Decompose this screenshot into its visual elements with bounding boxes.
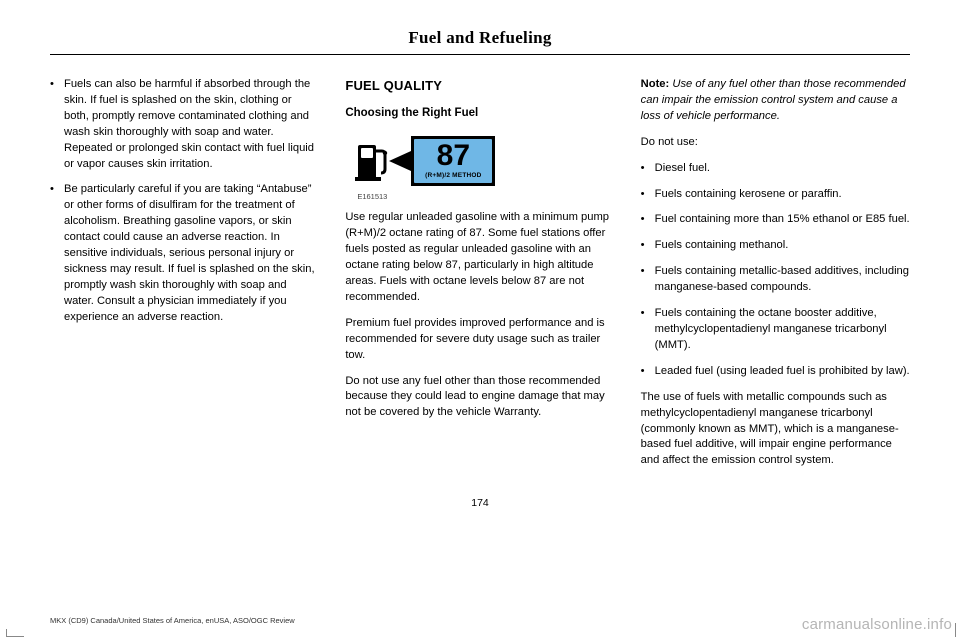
bullet-icon: [641, 238, 655, 254]
crop-mark-right: [953, 623, 956, 637]
list-text: Fuels can also be harmful if absorbed th…: [64, 77, 319, 172]
note-label: Note:: [641, 78, 670, 90]
bullet-icon: [641, 306, 655, 354]
header-title: Fuel and Refueling: [408, 28, 551, 47]
paragraph: Premium fuel provides improved performan…: [345, 316, 614, 364]
paragraph: Use regular unleaded gasoline with a min…: [345, 210, 614, 305]
content-columns: Fuels can also be harmful if absorbed th…: [50, 77, 910, 479]
column-2: FUEL QUALITY Choosing the Right Fuel 87 …: [345, 77, 614, 479]
bullet-icon: [641, 364, 655, 380]
column-1: Fuels can also be harmful if absorbed th…: [50, 77, 319, 479]
section-heading: FUEL QUALITY: [345, 77, 614, 95]
bullet-icon: [641, 212, 655, 228]
note-text: Use of any fuel other than those recomme…: [641, 78, 906, 122]
watermark: carmanualsonline.info: [802, 616, 952, 633]
bullet-icon: [50, 77, 64, 172]
footer-left: MKX (CD9) Canada/United States of Americ…: [50, 616, 295, 625]
pointer-icon: [389, 151, 411, 171]
figure-row: 87 (R+M)/2 METHOD: [355, 136, 614, 186]
bullet-icon: [641, 264, 655, 296]
do-not-intro: Do not use:: [641, 135, 910, 151]
bullet-icon: [641, 161, 655, 177]
list-item: Fuels containing kerosene or paraffin.: [641, 187, 910, 203]
list-text: Fuels containing methanol.: [655, 238, 910, 254]
bullet-icon: [641, 187, 655, 203]
octane-plaque: 87 (R+M)/2 METHOD: [411, 136, 495, 186]
octane-number: 87: [437, 141, 470, 171]
list-text: Diesel fuel.: [655, 161, 910, 177]
figure-code: E161513: [357, 192, 614, 203]
bullet-icon: [50, 182, 64, 325]
list-text: Fuels containing kerosene or paraffin.: [655, 187, 910, 203]
paragraph: Do not use any fuel other than those rec…: [345, 374, 614, 422]
closing-paragraph: The use of fuels with metallic compounds…: [641, 390, 910, 470]
list-text: Fuels containing metallic-based additive…: [655, 264, 910, 296]
list-text: Be particularly careful if you are takin…: [64, 182, 319, 325]
octane-method: (R+M)/2 METHOD: [425, 171, 481, 180]
list-text: Fuel containing more than 15% ethanol or…: [655, 212, 910, 228]
list-text: Fuels containing the octane booster addi…: [655, 306, 910, 354]
list-item: Fuel containing more than 15% ethanol or…: [641, 212, 910, 228]
octane-figure: 87 (R+M)/2 METHOD E161513: [355, 136, 614, 203]
fuel-pump-icon: [355, 139, 391, 183]
list-item: Fuels containing methanol.: [641, 238, 910, 254]
col1-list: Fuels can also be harmful if absorbed th…: [50, 77, 319, 326]
list-item: Be particularly careful if you are takin…: [50, 182, 319, 325]
list-item: Fuels containing the octane booster addi…: [641, 306, 910, 354]
note-paragraph: Note: Use of any fuel other than those r…: [641, 77, 910, 125]
page-number: 174: [50, 497, 910, 509]
header-rule: [50, 54, 910, 55]
list-item: Leaded fuel (using leaded fuel is prohib…: [641, 364, 910, 380]
section-subheading: Choosing the Right Fuel: [345, 105, 614, 121]
octane-plaque-inner: 87 (R+M)/2 METHOD: [414, 139, 492, 183]
col3-list: Diesel fuel. Fuels containing kerosene o…: [641, 161, 910, 380]
list-item: Fuels can also be harmful if absorbed th…: [50, 77, 319, 172]
crop-mark-left: [6, 629, 24, 637]
list-item: Fuels containing metallic-based additive…: [641, 264, 910, 296]
list-item: Diesel fuel.: [641, 161, 910, 177]
list-text: Leaded fuel (using leaded fuel is prohib…: [655, 364, 910, 380]
page-header: Fuel and Refueling: [50, 28, 910, 48]
column-3: Note: Use of any fuel other than those r…: [641, 77, 910, 479]
